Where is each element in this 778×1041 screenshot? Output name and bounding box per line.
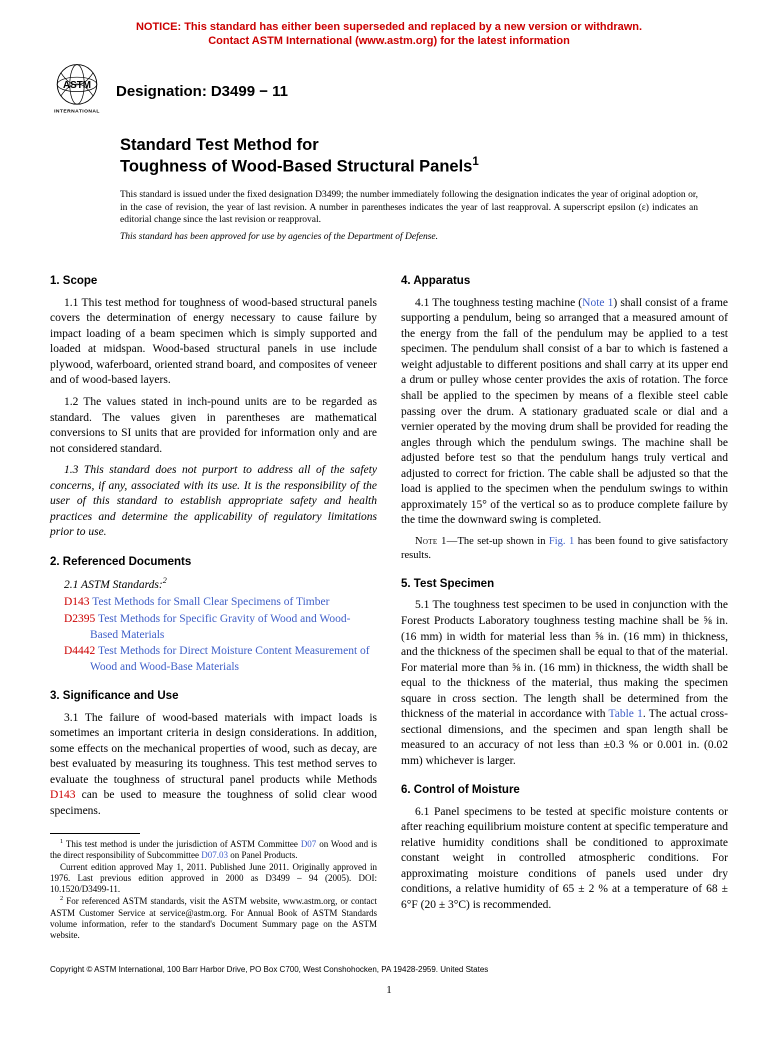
para-3-1: 3.1 The failure of wood-based materials … — [50, 711, 377, 820]
title-block: Standard Test Method for Toughness of Wo… — [120, 135, 728, 178]
section-5-head: 5. Test Specimen — [401, 577, 728, 593]
para-6-1: 6.1 Panel specimens to be tested at spec… — [401, 805, 728, 914]
page-root: NOTICE: This standard has either been su… — [0, 0, 778, 1026]
supersession-notice: NOTICE: This standard has either been su… — [50, 20, 728, 49]
para-4-1-a: 4.1 The toughness testing machine ( — [415, 297, 582, 309]
note-1-label: Note 1— — [415, 536, 458, 547]
link-d07-03[interactable]: D07.03 — [201, 850, 228, 860]
para-3-1-a: 3.1 The failure of wood-based materials … — [50, 712, 377, 786]
footnote-1-cont: Current edition approved May 1, 2011. Pu… — [50, 862, 377, 896]
notice-line2: Contact ASTM International (www.astm.org… — [208, 35, 570, 47]
issuance-note: This standard is issued under the fixed … — [120, 189, 698, 226]
para-5-1: 5.1 The toughness test specimen to be us… — [401, 598, 728, 769]
section-6-head: 6. Control of Moisture — [401, 783, 728, 799]
para-1-1: 1.1 This test method for toughness of wo… — [50, 296, 377, 389]
fn2-text: For referenced ASTM standards, visit the… — [50, 896, 377, 940]
title-footmark: 1 — [472, 156, 478, 168]
ref-d143[interactable]: D143 Test Methods for Small Clear Specim… — [50, 595, 377, 611]
ref-code: D4442 — [64, 645, 95, 657]
dod-approval-line: This standard has been approved for use … — [120, 232, 728, 242]
para-4-1: 4.1 The toughness testing machine (Note … — [401, 296, 728, 529]
section-2-head: 2. Referenced Documents — [50, 555, 377, 571]
body-columns: 1. Scope 1.1 This test method for toughn… — [50, 260, 728, 941]
note-1-a: The set-up shown in — [458, 536, 549, 547]
link-table1[interactable]: Table 1 — [609, 708, 643, 720]
para-5-1-a: 5.1 The toughness test specimen to be us… — [401, 599, 728, 720]
designation-line: Designation: D3499 − 11 — [116, 83, 288, 100]
footnote-1: 1 This test method is under the jurisdic… — [50, 838, 377, 862]
header-row: ASTM INTERNATIONAL Designation: D3499 − … — [50, 61, 728, 115]
title-line2: Toughness of Wood-Based Structural Panel… — [120, 158, 472, 176]
right-column: 4. Apparatus 4.1 The toughness testing m… — [401, 260, 728, 941]
ref-title: Test Methods for Specific Gravity of Woo… — [90, 613, 350, 641]
link-d143-inline[interactable]: D143 — [50, 789, 76, 801]
note-1: Note 1—The set-up shown in Fig. 1 has be… — [401, 535, 728, 563]
standard-title: Standard Test Method for Toughness of Wo… — [120, 135, 728, 178]
astm-logo: ASTM INTERNATIONAL — [50, 61, 104, 115]
link-fig1[interactable]: Fig. 1 — [549, 536, 574, 547]
fn1-a: This test method is under the jurisdicti… — [66, 839, 301, 849]
page-number: 1 — [50, 984, 728, 996]
para-4-1-b: ) shall consist of a frame supporting a … — [401, 297, 728, 526]
link-note1[interactable]: Note 1 — [582, 297, 613, 309]
ref-code: D2395 — [64, 613, 95, 625]
logo-text-top: ASTM — [63, 80, 91, 91]
link-d07[interactable]: D07 — [301, 839, 317, 849]
footnote-rule — [50, 833, 140, 834]
subhead-2-1: 2.1 ASTM Standards:2 — [50, 576, 377, 593]
ref-title: Test Methods for Direct Moisture Content… — [90, 645, 370, 673]
ref-code: D143 — [64, 596, 90, 608]
section-1-head: 1. Scope — [50, 274, 377, 290]
ref-title: Test Methods for Small Clear Specimens o… — [92, 596, 329, 608]
ref-d2395[interactable]: D2395 Test Methods for Specific Gravity … — [50, 612, 377, 643]
logo-text-bottom: INTERNATIONAL — [54, 108, 100, 114]
ref-d4442[interactable]: D4442 Test Methods for Direct Moisture C… — [50, 644, 377, 675]
designation-code: D3499 − 11 — [211, 83, 288, 100]
notice-line1: NOTICE: This standard has either been su… — [136, 21, 642, 33]
section-3-head: 3. Significance and Use — [50, 689, 377, 705]
copyright-line: Copyright © ASTM International, 100 Barr… — [50, 965, 728, 974]
section-4-head: 4. Apparatus — [401, 274, 728, 290]
left-column: 1. Scope 1.1 This test method for toughn… — [50, 260, 377, 941]
subhead-2-1-text: 2.1 ASTM Standards: — [64, 579, 163, 591]
fn1-c: on Panel Products. — [228, 850, 298, 860]
footnote-2: 2 For referenced ASTM standards, visit t… — [50, 895, 377, 941]
para-1-2: 1.2 The values stated in inch-pound unit… — [50, 395, 377, 457]
para-1-3: 1.3 This standard does not purport to ad… — [50, 463, 377, 541]
subhead-2-1-foot: 2 — [163, 576, 167, 585]
designation-label: Designation: — [116, 83, 207, 100]
title-line1: Standard Test Method for — [120, 136, 319, 154]
para-3-1-b: can be used to measure the toughness of … — [50, 789, 377, 817]
